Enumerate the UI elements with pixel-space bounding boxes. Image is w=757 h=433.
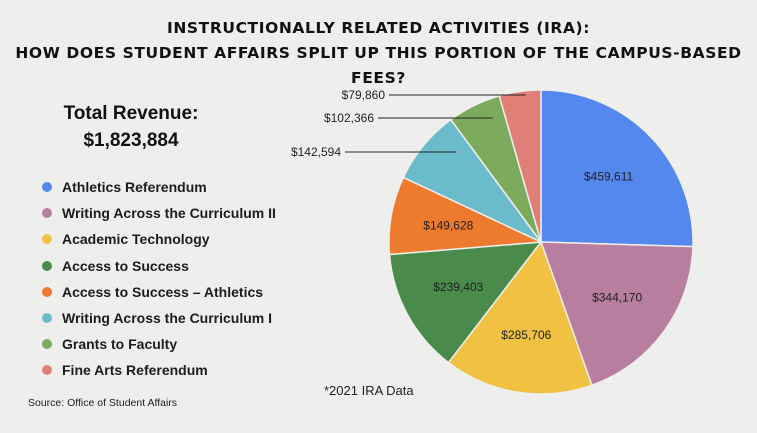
- legend-item-access-to-success-athletics: Access to Success – Athletics: [42, 279, 276, 305]
- legend-item-grants-to-faculty: Grants to Faculty: [42, 331, 276, 357]
- legend-swatch: [42, 208, 52, 219]
- legend-item-fine-arts-referendum: Fine Arts Referendum: [42, 357, 276, 383]
- legend-item-writing-across-the-curriculum-ii: Writing Across the Curriculum II: [42, 200, 276, 226]
- legend-swatch: [42, 313, 52, 324]
- slice-value-label: $149,628: [423, 218, 473, 232]
- legend-item-writing-across-the-curriculum-i: Writing Across the Curriculum I: [42, 305, 276, 331]
- pie-slice-academic-technology: [447, 240, 593, 395]
- legend-swatch: [42, 286, 52, 297]
- slice-value-label: $459,611: [584, 169, 633, 183]
- legend-label: Access to Success – Athletics: [62, 283, 264, 300]
- data-year-note: *2021 IRA Data: [324, 383, 414, 398]
- pie-slice-athletics-referendum: [540, 89, 694, 248]
- legend-item-athletics-referendum: Athletics Referendum: [42, 174, 276, 200]
- total-revenue-value: $1,823,884: [83, 130, 179, 151]
- legend-label: Writing Across the Curriculum I: [62, 310, 273, 327]
- pie-slice-writing-across-the-curriculum-ii: [539, 241, 694, 387]
- legend-swatch: [42, 365, 52, 376]
- legend-swatch: [42, 339, 52, 350]
- total-revenue: Total Revenue: $1,823,884: [40, 100, 222, 154]
- slice-value-label: $79,860: [342, 88, 386, 102]
- chart-title-line-1: Instructionally Related Activities (IRA)…: [166, 19, 591, 37]
- total-revenue-label: Total Revenue:: [63, 103, 199, 124]
- legend-item-academic-technology: Academic Technology: [42, 226, 276, 252]
- slice-value-label: $142,594: [291, 145, 341, 159]
- chart-title-line-2: How does student affairs split up this p…: [15, 44, 742, 87]
- legend-swatch: [42, 234, 52, 245]
- slice-value-label: $285,706: [501, 328, 551, 342]
- legend-label: Academic Technology: [62, 231, 210, 248]
- legend-swatch: [42, 260, 52, 271]
- slice-value-label: $239,403: [433, 280, 483, 294]
- pie-slice-access-to-success: [388, 241, 543, 364]
- legend-label: Fine Arts Referendum: [62, 362, 208, 379]
- slice-value-label: $344,170: [592, 291, 642, 305]
- legend-label: Writing Across the Curriculum II: [62, 205, 276, 222]
- legend-label: Athletics Referendum: [62, 179, 207, 196]
- legend-label: Access to Success: [62, 257, 189, 274]
- slice-value-label: $102,366: [324, 111, 374, 125]
- pie-slice-fine-arts-referendum: [498, 89, 542, 243]
- legend-label: Grants to Faculty: [62, 336, 178, 353]
- chart-legend: Athletics Referendum Writing Across the C…: [42, 174, 276, 384]
- legend-item-access-to-success: Access to Success: [42, 253, 276, 279]
- chart-title: Instructionally Related Activities (IRA)…: [0, 16, 757, 91]
- source-note: Source: Office of Student Affairs: [28, 397, 178, 409]
- legend-swatch: [42, 182, 52, 193]
